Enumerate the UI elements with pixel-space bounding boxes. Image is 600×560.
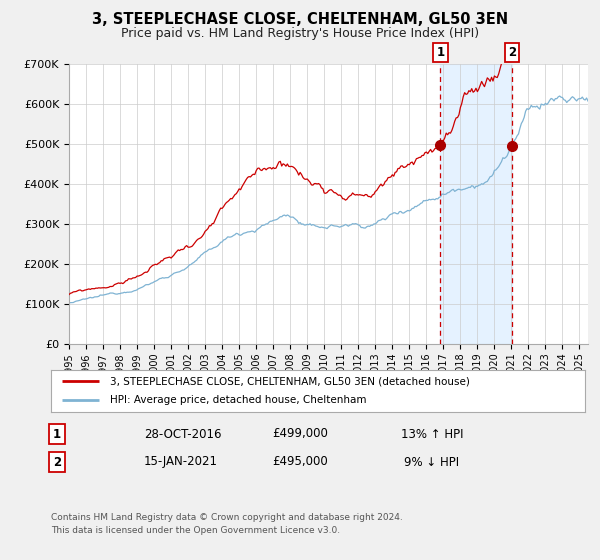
Bar — [440, 64, 512, 344]
Text: £499,000: £499,000 — [272, 427, 328, 441]
Text: 1: 1 — [436, 46, 445, 59]
Text: 9% ↓ HPI: 9% ↓ HPI — [404, 455, 460, 469]
Text: 3, STEEPLECHASE CLOSE, CHELTENHAM, GL50 3EN (detached house): 3, STEEPLECHASE CLOSE, CHELTENHAM, GL50 … — [110, 376, 470, 386]
Text: 28-OCT-2016: 28-OCT-2016 — [144, 427, 221, 441]
Text: Contains HM Land Registry data © Crown copyright and database right 2024.
This d: Contains HM Land Registry data © Crown c… — [51, 512, 403, 535]
Text: HPI: Average price, detached house, Cheltenham: HPI: Average price, detached house, Chel… — [110, 395, 366, 405]
Text: 15-JAN-2021: 15-JAN-2021 — [144, 455, 218, 469]
Text: Price paid vs. HM Land Registry's House Price Index (HPI): Price paid vs. HM Land Registry's House … — [121, 27, 479, 40]
Text: 2: 2 — [508, 46, 516, 59]
Text: 3, STEEPLECHASE CLOSE, CHELTENHAM, GL50 3EN: 3, STEEPLECHASE CLOSE, CHELTENHAM, GL50 … — [92, 12, 508, 27]
Text: £495,000: £495,000 — [272, 455, 328, 469]
Text: 13% ↑ HPI: 13% ↑ HPI — [401, 427, 463, 441]
Text: 2: 2 — [53, 455, 61, 469]
Text: 1: 1 — [53, 427, 61, 441]
